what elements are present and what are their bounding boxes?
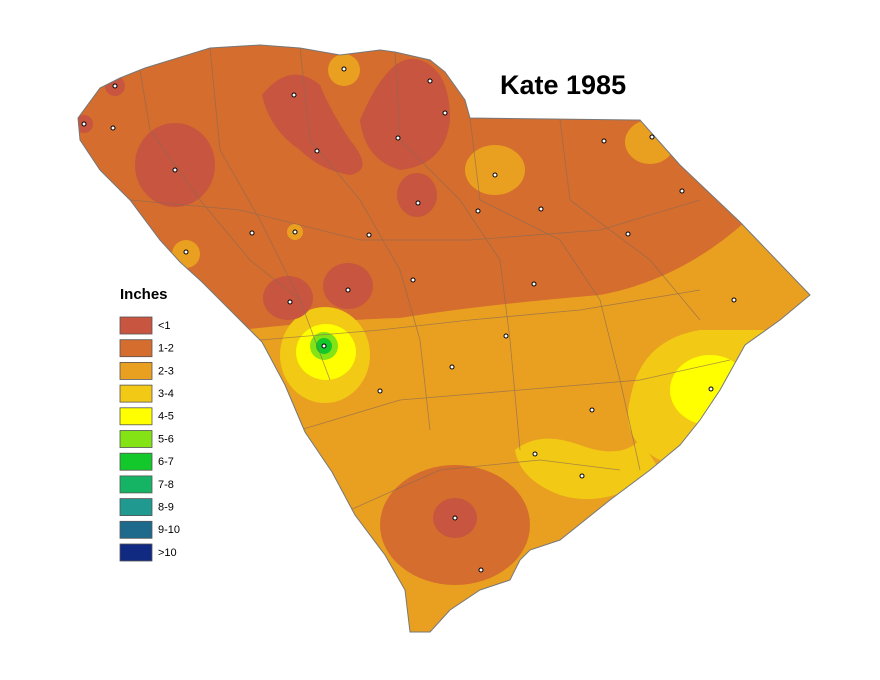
legend: <1 1-2 2-3 3-4 4-5 5-6 6-7 7-8 8-9 9-10 >10 xyxy=(119,316,180,562)
legend-label: >10 xyxy=(158,547,177,559)
zone-2-3 xyxy=(625,120,675,164)
zone-2-3 xyxy=(465,145,525,195)
legend-label: 8-9 xyxy=(158,502,174,514)
legend-swatch xyxy=(119,339,153,358)
legend-swatch xyxy=(119,452,153,471)
stations xyxy=(81,66,737,573)
legend-swatch xyxy=(119,384,153,403)
legend-label: 2-3 xyxy=(158,365,174,377)
county-lines xyxy=(129,47,731,511)
zone-3-4 xyxy=(628,330,810,632)
legend-label: 4-5 xyxy=(158,411,174,423)
zone-lt1 xyxy=(263,276,313,320)
map-title: Kate 1985 xyxy=(500,70,626,100)
legend-swatch xyxy=(119,316,153,335)
legend-label: 5-6 xyxy=(158,433,174,445)
legend-label: 3-4 xyxy=(158,388,174,400)
legend-label: 6-7 xyxy=(158,456,174,468)
zone-lt1 xyxy=(323,263,373,309)
zone-lt1 xyxy=(397,173,437,217)
legend-label: <1 xyxy=(158,320,171,332)
legend-label: 7-8 xyxy=(158,479,174,491)
legend-title: Inches xyxy=(120,286,168,303)
legend-label: 9-10 xyxy=(158,524,180,536)
zone-3-4 xyxy=(515,438,660,500)
legend-swatch xyxy=(119,520,153,539)
legend-swatch xyxy=(119,430,153,448)
zone-lt1 xyxy=(360,58,450,170)
legend-label: 1-2 xyxy=(158,343,174,355)
legend-swatch xyxy=(119,498,153,517)
zone-lt1 xyxy=(262,74,363,175)
legend-swatch xyxy=(119,475,153,494)
legend-swatch xyxy=(119,543,153,562)
legend-swatch xyxy=(119,361,153,380)
legend-swatch xyxy=(119,407,153,426)
